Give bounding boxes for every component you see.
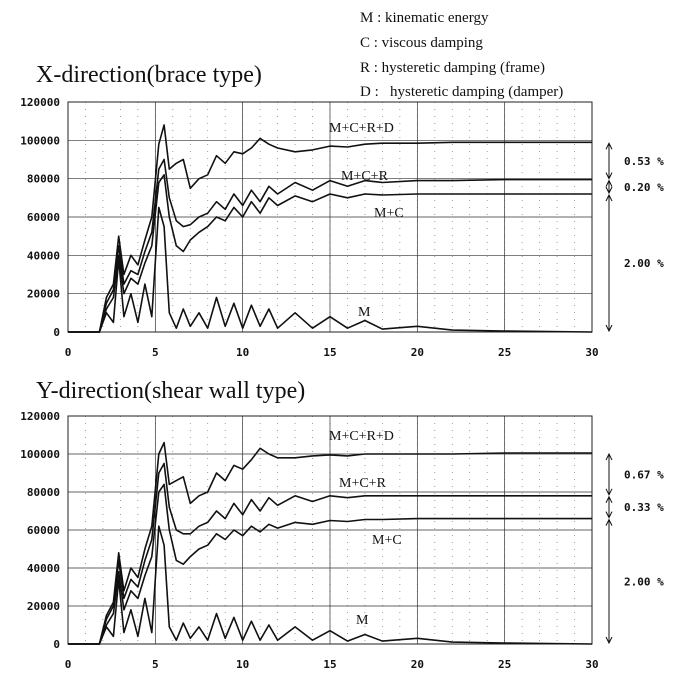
- bracket-arrow-down: [605, 488, 613, 496]
- bracket-arrow-up: [605, 179, 613, 187]
- bracket-arrow-up: [605, 452, 613, 461]
- y-tick-label: 60000: [27, 524, 60, 537]
- x-tick-label: 0: [65, 346, 72, 359]
- y-tick-label: 80000: [27, 486, 60, 499]
- chart-title: X-direction(brace type): [36, 62, 262, 88]
- y-tick-label: 40000: [27, 249, 60, 262]
- legend: M : kinematic energy C : viscous damping…: [360, 10, 563, 100]
- bracket-arrow-up: [605, 193, 613, 202]
- series-line-m-c: [68, 483, 592, 645]
- series-line-m: [68, 206, 593, 333]
- ratio-label: 0.20 %: [624, 181, 664, 194]
- y-tick-label: 40000: [27, 562, 60, 575]
- x-tick-label: 5: [152, 658, 159, 671]
- y-tick-label: 0: [53, 638, 60, 651]
- series-line-m-c-r-d: [68, 441, 592, 645]
- x-tick-label: 25: [498, 658, 511, 671]
- x-tick-label: 30: [585, 346, 598, 359]
- ratio-label: 2.00 %: [624, 575, 664, 588]
- x-tick-label: 5: [152, 346, 159, 359]
- ratio-label: 0.67 %: [624, 468, 664, 481]
- series-label: M: [358, 305, 371, 320]
- series-line-m: [68, 525, 593, 645]
- series-line-m-c-r: [68, 158, 592, 333]
- y-tick-label: 20000: [27, 288, 60, 301]
- x-tick-label: 25: [498, 346, 511, 359]
- series-label: M: [356, 613, 369, 628]
- legend-item-c: C : viscous damping: [360, 35, 483, 51]
- series-label: M+C+R+D: [329, 121, 394, 136]
- bracket-arrow-up: [605, 142, 613, 150]
- series-label: M+C+R: [339, 476, 387, 491]
- series-line-m-c: [68, 174, 592, 333]
- bracket-arrow-down: [605, 636, 613, 645]
- x-tick-label: 15: [323, 346, 336, 359]
- bracket-arrow-down: [605, 511, 613, 519]
- y-tick-label: 100000: [20, 448, 60, 461]
- bracket-arrow-down: [605, 186, 613, 195]
- x-tick-label: 10: [236, 658, 249, 671]
- y-tick-label: 120000: [20, 410, 60, 423]
- ratio-label: 0.33 %: [624, 501, 664, 514]
- plot-frame: [67, 415, 593, 645]
- y-tick-label: 0: [53, 326, 60, 339]
- plot-frame: [67, 101, 593, 333]
- y-tick-label: 80000: [27, 173, 60, 186]
- y-tick-label: 60000: [27, 211, 60, 224]
- x-tick-label: 30: [585, 658, 598, 671]
- series-label: M+C+R: [341, 169, 389, 184]
- chart-title: Y-direction(shear wall type): [36, 378, 305, 404]
- series-line-m-c-r-d: [68, 124, 592, 333]
- series-label: M+C: [374, 206, 404, 221]
- legend-item-r: R : hysteretic damping (frame): [360, 60, 545, 76]
- legend-item-m: M : kinematic energy: [360, 10, 489, 26]
- legend-item-d: D : hysteretic damping (damper): [360, 84, 563, 100]
- chart-x-direction: X-direction(brace type) 0 20000 40000 60000…: [20, 62, 664, 359]
- bracket-arrow-up: [605, 518, 613, 526]
- ratio-label: 2.00 %: [624, 257, 664, 270]
- ratio-label: 0.53 %: [624, 155, 664, 168]
- y-tick-label: 20000: [27, 600, 60, 613]
- series-label: M+C: [372, 533, 402, 548]
- x-tick-label: 10: [236, 346, 249, 359]
- chart-y-direction: Y-direction(shear wall type) 0 20000 40000…: [20, 378, 664, 671]
- bracket-arrow-down: [605, 324, 613, 333]
- y-tick-label: 100000: [20, 134, 60, 147]
- y-tick-label: 120000: [20, 96, 60, 109]
- bracket-arrow-down: [605, 172, 613, 180]
- x-tick-label: 20: [411, 658, 424, 671]
- x-tick-label: 15: [323, 658, 336, 671]
- x-tick-label: 0: [65, 658, 72, 671]
- bracket-arrow-up: [605, 495, 613, 504]
- series-label: M+C+R+D: [329, 429, 394, 444]
- series-line-m-c-r: [68, 462, 592, 645]
- x-tick-label: 20: [411, 346, 424, 359]
